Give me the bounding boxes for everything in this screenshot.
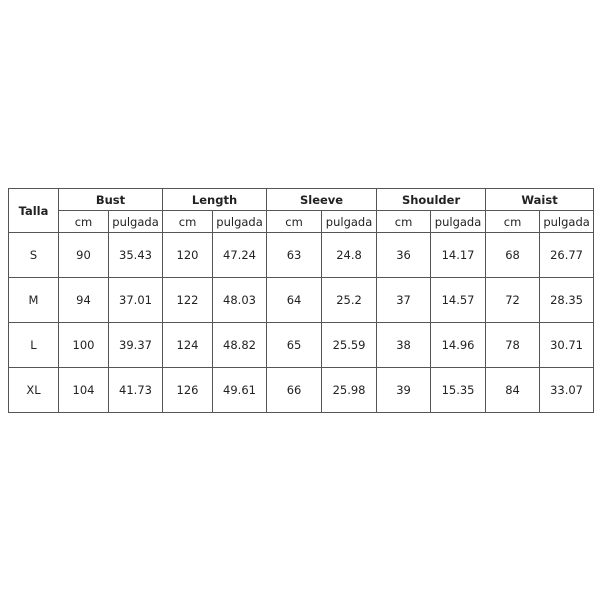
value-cell: 72: [485, 277, 541, 323]
value-cell: 63: [266, 232, 323, 278]
unit-header-pulgada: pulgada: [430, 210, 487, 233]
size-cell: M: [8, 277, 59, 323]
value-cell: 36: [376, 232, 432, 278]
table-row: M 94 37.01 122 48.03 64 25.2 37 14.57 72 28.35: [8, 277, 595, 323]
size-cell: S: [8, 232, 59, 278]
unit-header-pulgada: pulgada: [212, 210, 268, 233]
value-cell: 15.35: [430, 367, 487, 413]
value-cell: 48.82: [212, 322, 268, 368]
group-header-shoulder: Shoulder: [376, 188, 487, 211]
unit-header-cm: cm: [266, 210, 323, 233]
value-cell: 90: [58, 232, 109, 278]
value-cell: 49.61: [212, 367, 268, 413]
size-chart-table: Talla Bust Length Sleeve Shoulder Waist cm pu…: [8, 188, 595, 413]
unit-header-pulgada: pulgada: [321, 210, 378, 233]
value-cell: 66: [266, 367, 323, 413]
value-cell: 48.03: [212, 277, 268, 323]
value-cell: 38: [376, 322, 432, 368]
value-cell: 25.98: [321, 367, 378, 413]
size-header: Talla: [8, 188, 59, 233]
value-cell: 30.71: [539, 322, 595, 368]
value-cell: 122: [162, 277, 214, 323]
unit-header-pulgada: pulgada: [539, 210, 595, 233]
value-cell: 78: [485, 322, 541, 368]
table-row: XL 104 41.73 126 49.61 66 25.98 39 15.35 84 33.07: [8, 367, 595, 413]
value-cell: 47.24: [212, 232, 268, 278]
value-cell: 25.59: [321, 322, 378, 368]
value-cell: 104: [58, 367, 109, 413]
value-cell: 39: [376, 367, 432, 413]
unit-header-cm: cm: [485, 210, 541, 233]
table-row: L 100 39.37 124 48.82 65 25.59 38 14.96 78 30.71: [8, 322, 595, 368]
value-cell: 35.43: [107, 232, 164, 278]
value-cell: 33.07: [539, 367, 595, 413]
size-cell: XL: [8, 367, 59, 413]
group-header-bust: Bust: [57, 188, 164, 211]
value-cell: 124: [162, 322, 214, 368]
group-header-length: Length: [162, 188, 268, 211]
unit-header-cm: cm: [58, 210, 109, 233]
value-cell: 28.35: [539, 277, 595, 323]
size-cell: L: [8, 322, 59, 368]
value-cell: 68: [485, 232, 541, 278]
value-cell: 24.8: [321, 232, 378, 278]
unit-header-cm: cm: [376, 210, 432, 233]
value-cell: 25.2: [321, 277, 378, 323]
value-cell: 39.37: [107, 322, 164, 368]
value-cell: 14.96: [430, 322, 487, 368]
value-cell: 94: [58, 277, 109, 323]
value-cell: 14.17: [430, 232, 487, 278]
value-cell: 37: [376, 277, 432, 323]
table-row: S 90 35.43 120 47.24 63 24.8 36 14.17 68 26.77: [8, 232, 595, 278]
value-cell: 65: [266, 322, 323, 368]
unit-header-pulgada: pulgada: [107, 210, 164, 233]
value-cell: 41.73: [107, 367, 164, 413]
value-cell: 120: [162, 232, 214, 278]
value-cell: 64: [266, 277, 323, 323]
value-cell: 84: [485, 367, 541, 413]
value-cell: 100: [58, 322, 109, 368]
value-cell: 26.77: [539, 232, 595, 278]
unit-header-cm: cm: [162, 210, 214, 233]
group-header-sleeve: Sleeve: [266, 188, 378, 211]
value-cell: 14.57: [430, 277, 487, 323]
value-cell: 126: [162, 367, 214, 413]
group-header-waist: Waist: [485, 188, 595, 211]
value-cell: 37.01: [107, 277, 164, 323]
